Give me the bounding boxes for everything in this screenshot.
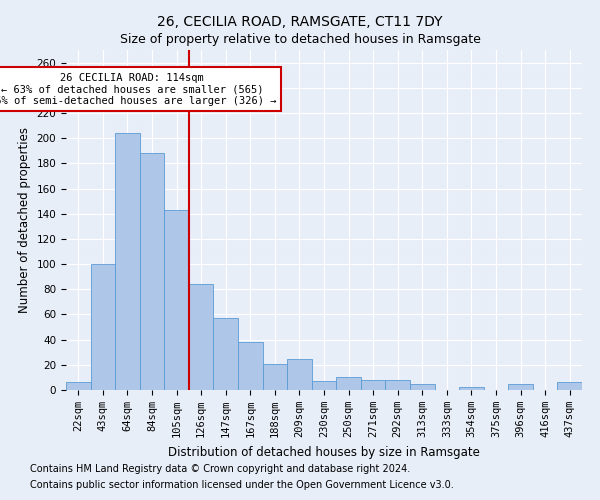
Bar: [238, 342, 263, 390]
Text: Contains HM Land Registry data © Crown copyright and database right 2024.: Contains HM Land Registry data © Crown c…: [30, 464, 410, 474]
Bar: [66, 382, 91, 390]
Bar: [115, 133, 140, 390]
Bar: [385, 380, 410, 390]
Bar: [361, 380, 385, 390]
Bar: [140, 154, 164, 390]
Bar: [312, 381, 336, 390]
Text: Size of property relative to detached houses in Ramsgate: Size of property relative to detached ho…: [119, 32, 481, 46]
Bar: [459, 388, 484, 390]
Bar: [214, 318, 238, 390]
Bar: [91, 264, 115, 390]
Text: 26 CECILIA ROAD: 114sqm
← 63% of detached houses are smaller (565)
36% of semi-d: 26 CECILIA ROAD: 114sqm ← 63% of detache…: [0, 72, 276, 106]
Bar: [557, 382, 582, 390]
Bar: [263, 364, 287, 390]
X-axis label: Distribution of detached houses by size in Ramsgate: Distribution of detached houses by size …: [168, 446, 480, 458]
Bar: [336, 378, 361, 390]
Bar: [287, 358, 312, 390]
Text: Contains public sector information licensed under the Open Government Licence v3: Contains public sector information licen…: [30, 480, 454, 490]
Bar: [189, 284, 214, 390]
Bar: [508, 384, 533, 390]
Bar: [410, 384, 434, 390]
Y-axis label: Number of detached properties: Number of detached properties: [18, 127, 31, 313]
Text: 26, CECILIA ROAD, RAMSGATE, CT11 7DY: 26, CECILIA ROAD, RAMSGATE, CT11 7DY: [157, 15, 443, 29]
Bar: [164, 210, 189, 390]
